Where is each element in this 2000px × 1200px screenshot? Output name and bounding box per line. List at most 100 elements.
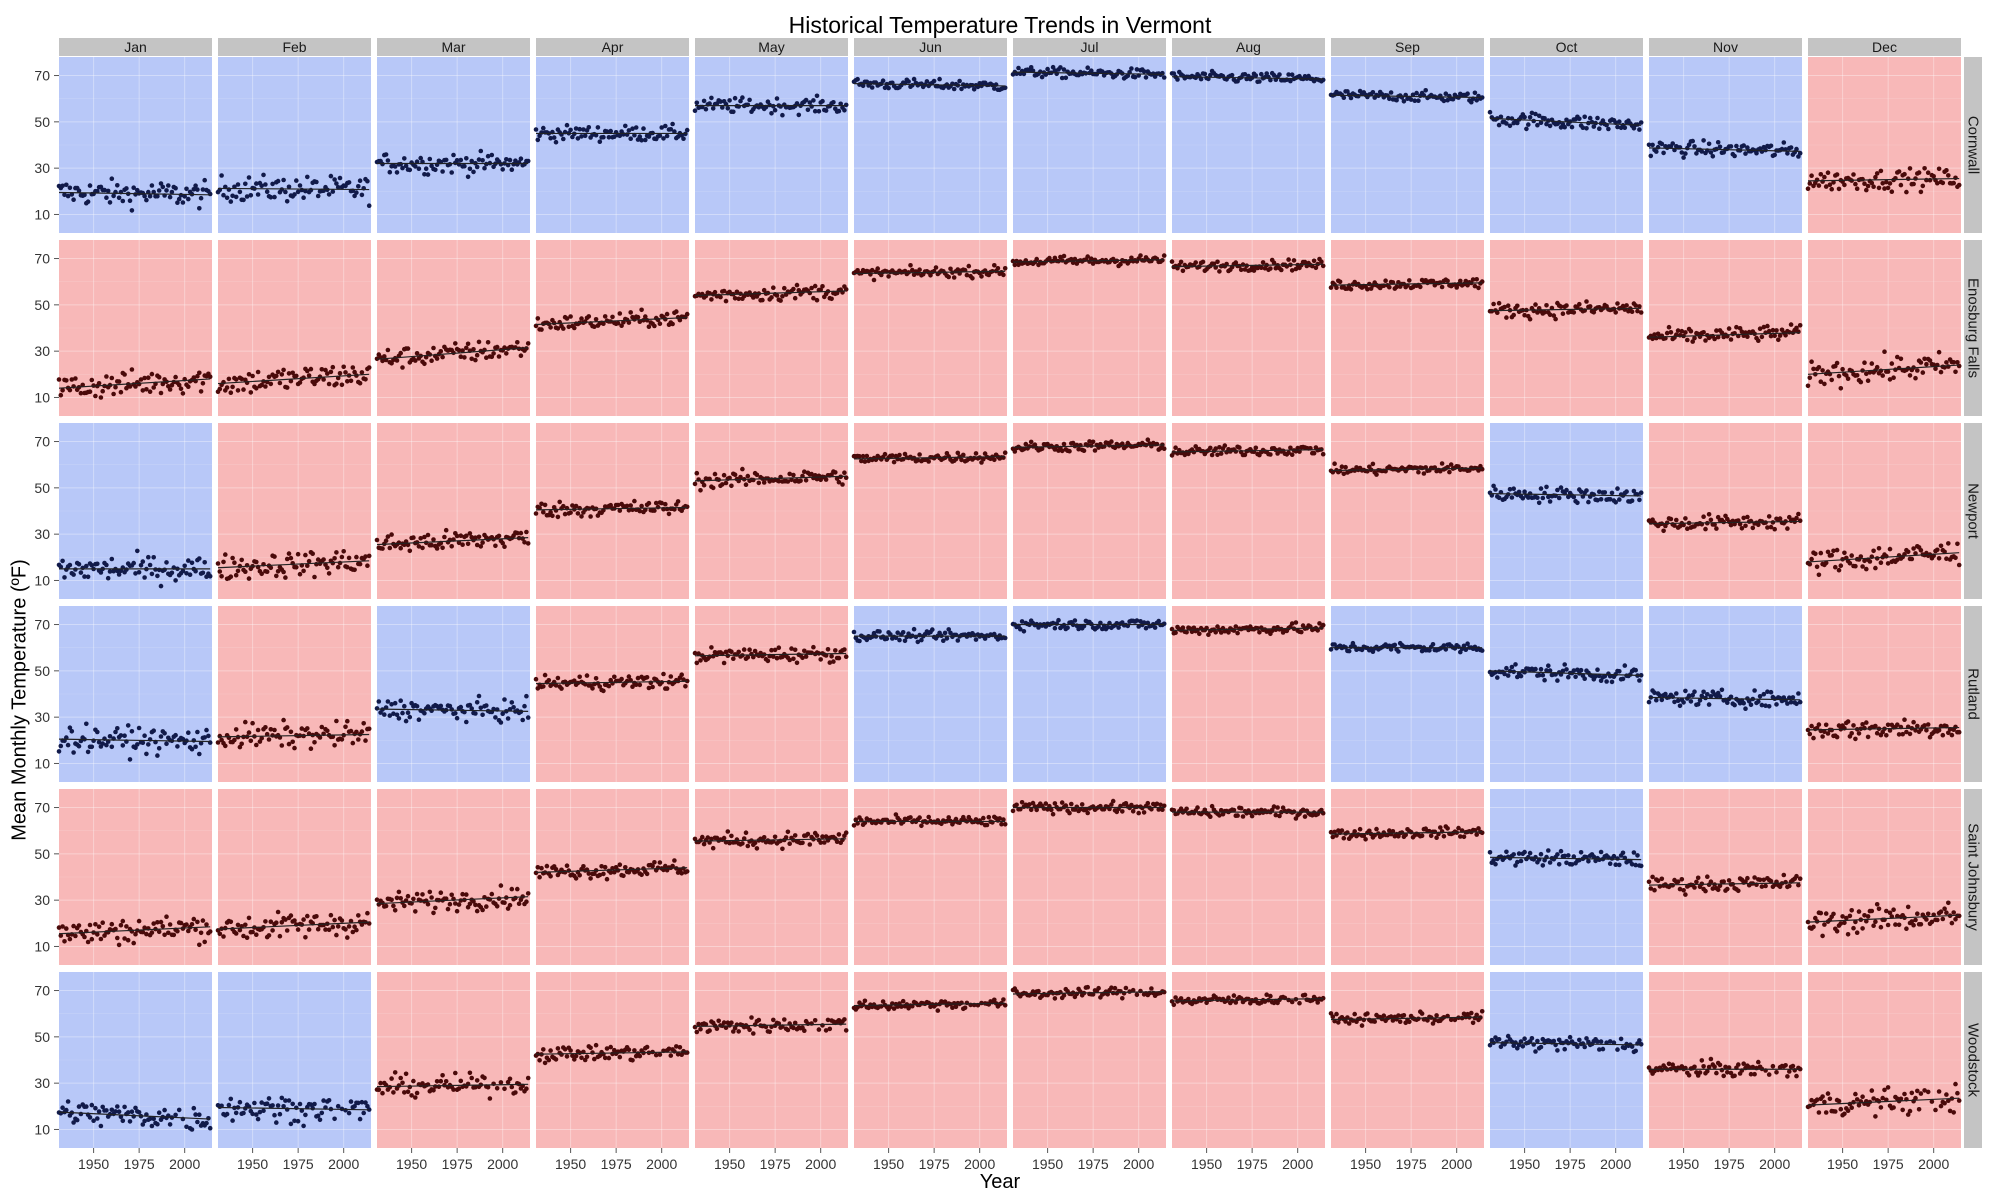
- data-point: [193, 183, 198, 188]
- month-label: Nov: [1713, 39, 1738, 55]
- data-point: [1348, 95, 1354, 101]
- data-point: [1797, 323, 1803, 328]
- data-point: [628, 136, 633, 141]
- data-point: [1681, 700, 1686, 705]
- data-point: [831, 100, 836, 105]
- data-point: [295, 189, 301, 195]
- data-point: [692, 108, 698, 113]
- data-point: [1683, 330, 1688, 335]
- data-point: [851, 629, 857, 635]
- data-point: [429, 358, 434, 364]
- data-point: [281, 717, 286, 723]
- data-point: [1180, 625, 1186, 630]
- data-point: [279, 372, 285, 377]
- data-point: [502, 900, 507, 905]
- data-point: [394, 358, 400, 363]
- station-label: Newport: [1965, 483, 1982, 540]
- data-point: [1173, 630, 1178, 635]
- data-point: [348, 728, 354, 734]
- y-tick-label: 70: [34, 68, 50, 84]
- data-point: [663, 501, 668, 507]
- trend-line: [1648, 147, 1801, 152]
- panel-background: [1013, 57, 1166, 233]
- data-point: [105, 575, 111, 581]
- data-point: [305, 913, 310, 919]
- data-point: [478, 148, 484, 154]
- data-point: [67, 562, 73, 568]
- data-point: [1946, 541, 1951, 546]
- data-point: [155, 193, 160, 199]
- data-point: [420, 892, 425, 897]
- data-point: [1268, 452, 1273, 457]
- data-point: [1741, 700, 1746, 706]
- data-point: [1319, 259, 1324, 265]
- data-point: [207, 191, 213, 197]
- data-point: [451, 152, 456, 158]
- data-point: [738, 98, 743, 104]
- data-point: [573, 126, 579, 131]
- trend-line: [217, 373, 370, 385]
- data-point: [551, 135, 557, 140]
- data-point: [198, 930, 204, 936]
- data-point: [447, 901, 453, 907]
- data-point: [1728, 337, 1734, 342]
- data-point: [509, 886, 515, 892]
- data-point: [550, 513, 555, 519]
- data-point: [243, 569, 248, 574]
- y-tick-label: 10: [34, 938, 50, 954]
- data-point: [253, 742, 259, 748]
- data-point: [860, 83, 866, 89]
- data-point: [366, 365, 372, 370]
- data-point: [447, 162, 453, 167]
- data-point: [971, 87, 977, 92]
- data-point: [812, 108, 818, 114]
- data-point: [721, 288, 727, 294]
- data-point: [1558, 485, 1564, 490]
- data-point: [1809, 359, 1814, 365]
- data-point: [403, 163, 409, 169]
- data-point: [745, 655, 751, 660]
- data-point: [337, 560, 343, 566]
- station-strip: [1964, 240, 1982, 416]
- data-point: [761, 480, 767, 485]
- y-tick-label: 30: [34, 160, 50, 176]
- data-point: [1090, 261, 1096, 266]
- data-point: [698, 488, 703, 493]
- month-strip: [695, 38, 848, 56]
- data-point: [1715, 140, 1721, 145]
- data-point: [1251, 268, 1257, 273]
- data-point: [1311, 450, 1317, 456]
- data-point: [1796, 511, 1801, 517]
- data-point: [402, 156, 407, 161]
- data-point: [259, 382, 265, 388]
- data-point: [924, 79, 930, 84]
- data-point: [1028, 65, 1034, 70]
- data-point: [166, 183, 171, 188]
- data-point: [215, 561, 221, 566]
- data-point: [1320, 451, 1326, 457]
- data-point: [541, 684, 546, 689]
- data-point: [1873, 565, 1878, 571]
- data-point: [1259, 265, 1264, 271]
- data-point: [1215, 259, 1220, 265]
- data-point: [286, 184, 292, 190]
- data-point: [160, 184, 166, 190]
- data-point: [193, 568, 198, 574]
- data-point: [1504, 315, 1509, 320]
- data-point: [1865, 734, 1871, 740]
- data-point: [494, 904, 500, 909]
- data-point: [1911, 719, 1916, 725]
- data-point: [266, 737, 272, 742]
- data-point: [511, 705, 516, 710]
- data-point: [951, 86, 957, 92]
- data-point: [407, 548, 413, 554]
- data-point: [1816, 183, 1822, 188]
- data-point: [539, 327, 544, 332]
- data-point: [1198, 76, 1204, 82]
- data-point: [1756, 338, 1761, 344]
- data-point: [325, 371, 330, 376]
- data-point: [710, 106, 716, 111]
- data-point: [312, 740, 317, 745]
- data-point: [794, 101, 800, 106]
- data-point: [1624, 489, 1629, 494]
